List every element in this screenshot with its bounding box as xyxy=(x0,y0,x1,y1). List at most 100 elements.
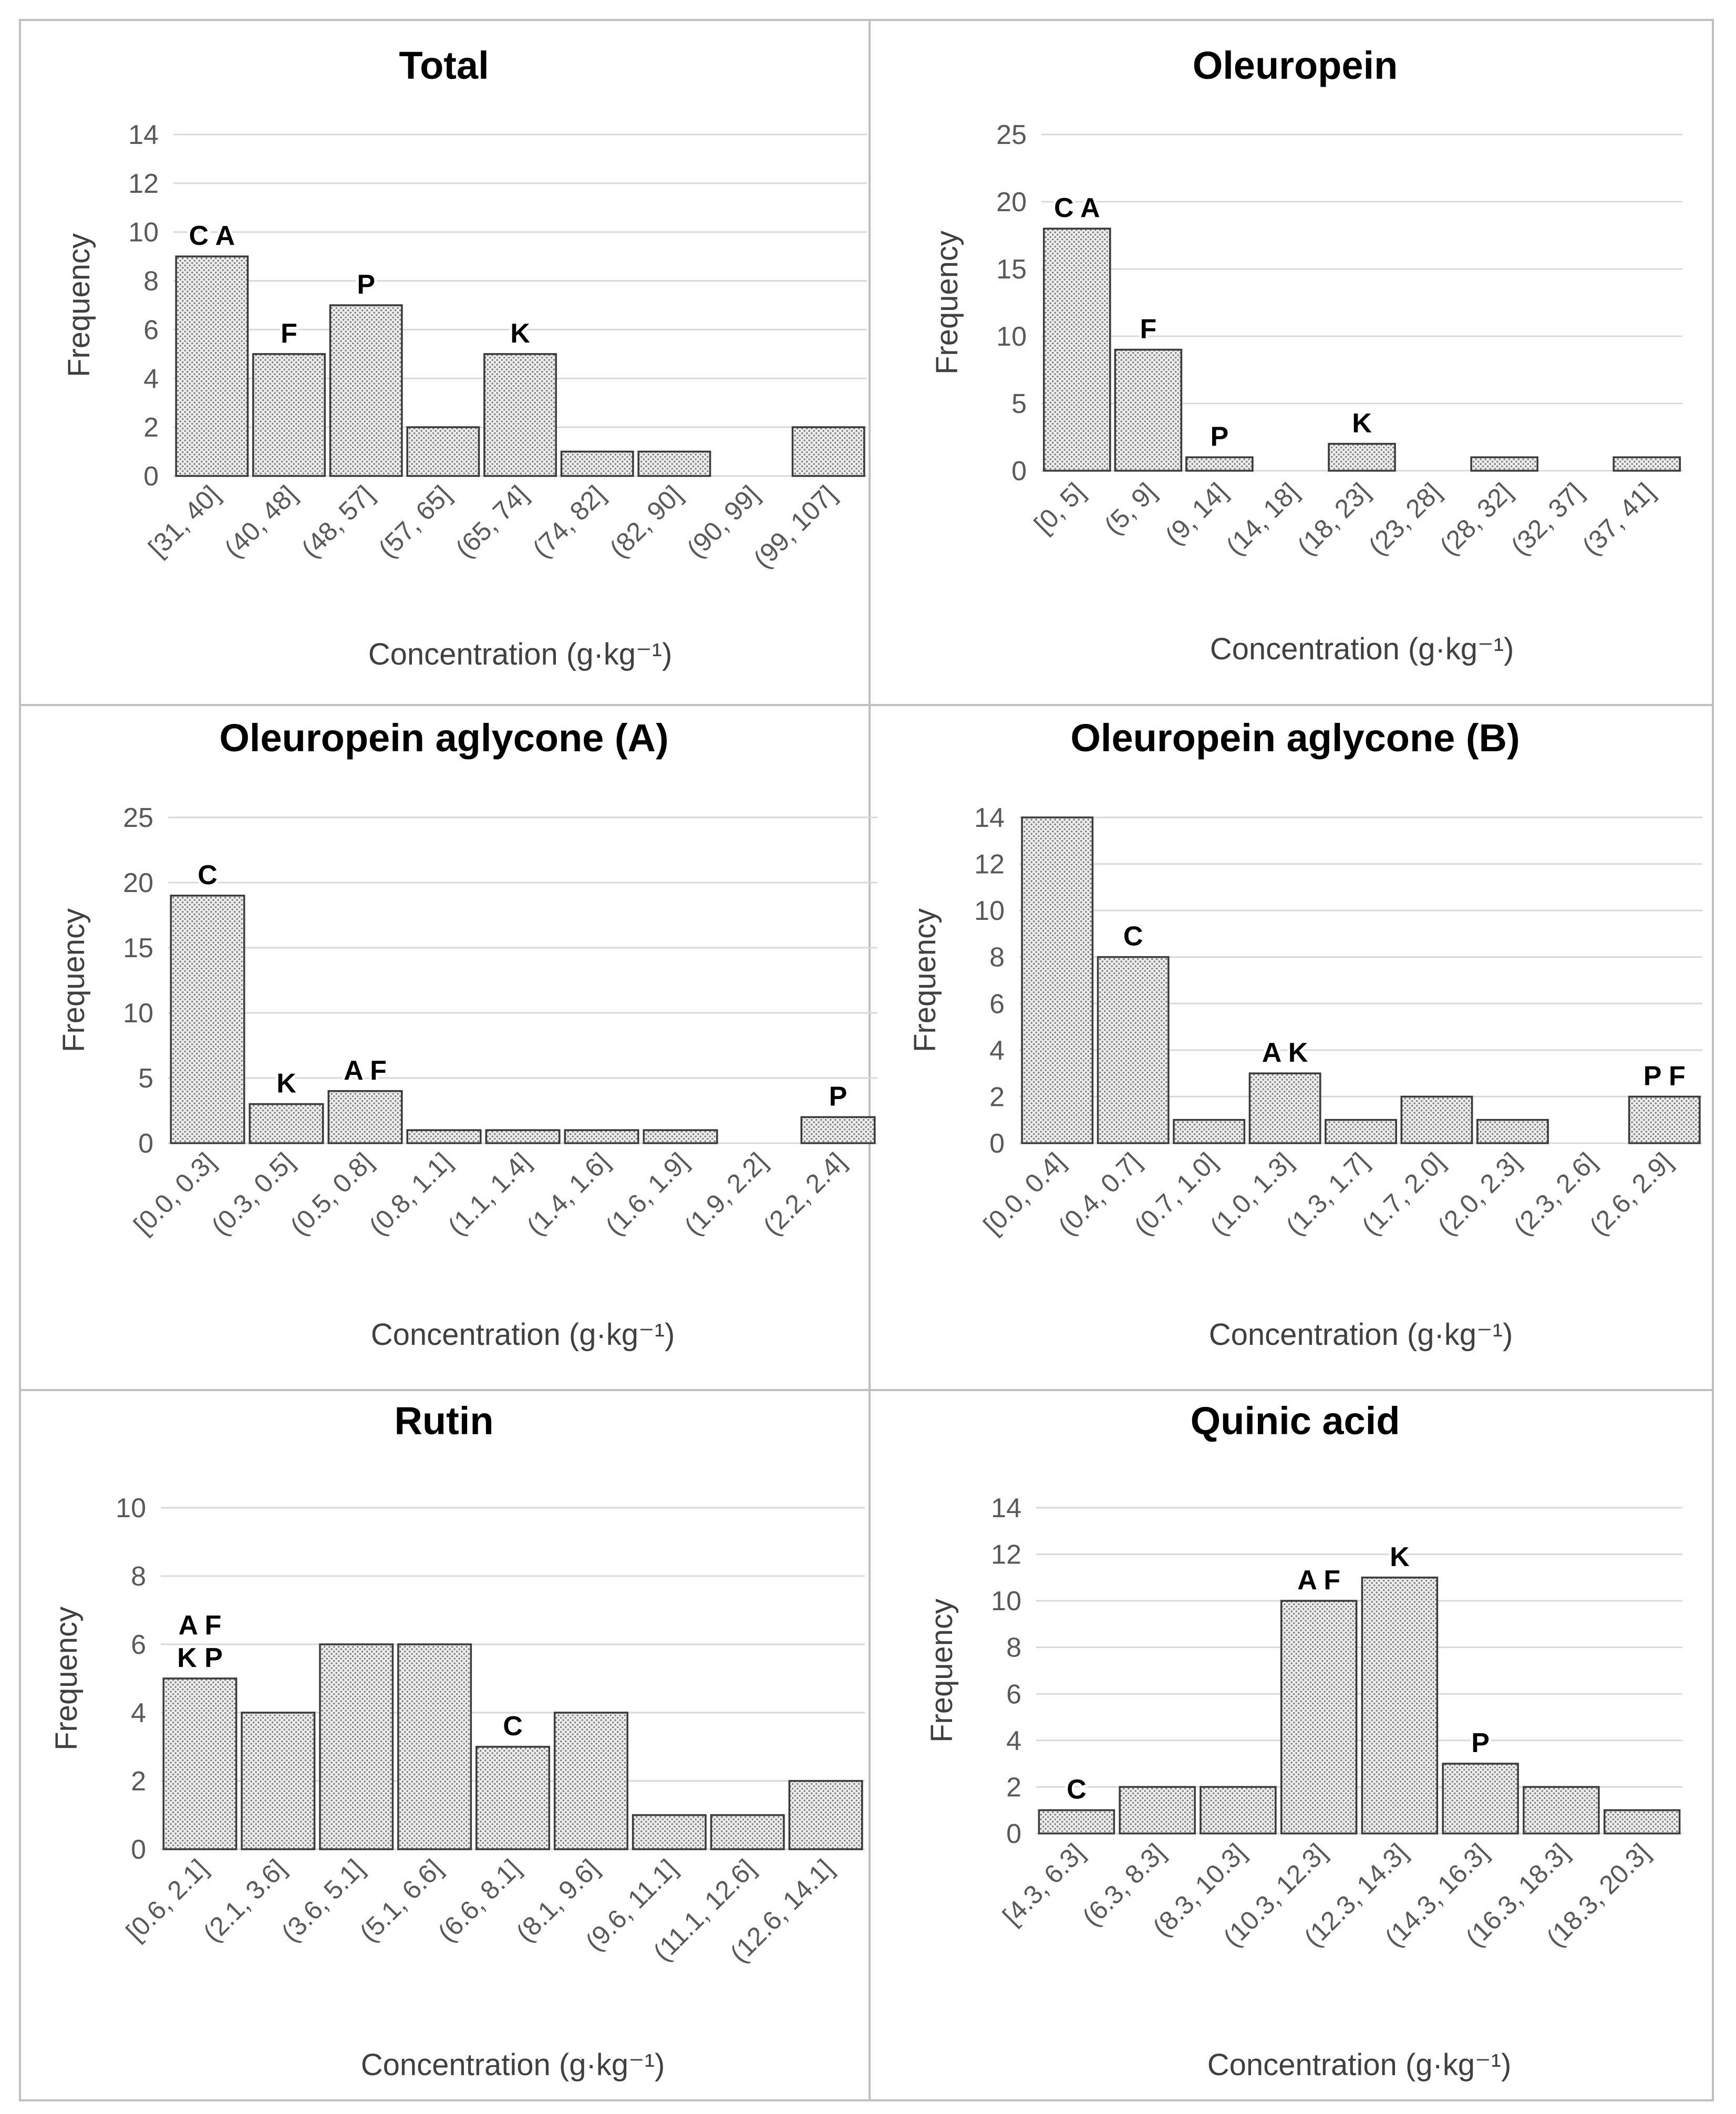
y-tick-label: 2 xyxy=(131,1766,146,1797)
x-tick-label: (48, 57] xyxy=(296,480,379,563)
chart-title: Oleuropein aglycone (A) xyxy=(219,716,668,760)
y-tick-label: 8 xyxy=(131,1561,146,1592)
bar xyxy=(1114,348,1183,472)
x-tick-label: (1.3, 1.7] xyxy=(1280,1147,1375,1241)
y-tick-label: 10 xyxy=(128,217,159,248)
chart-title: Oleuropein aglycone (B) xyxy=(1070,716,1520,760)
bar-data-label: C xyxy=(1123,921,1143,952)
y-tick-label: 0 xyxy=(143,461,159,492)
x-tick-label: [0, 5] xyxy=(1028,477,1090,539)
chart-title: Oleuropein xyxy=(1193,44,1398,87)
bar xyxy=(1248,1072,1321,1144)
y-tick-label: 10 xyxy=(974,896,1005,926)
y-tick-label: 14 xyxy=(128,120,159,150)
x-tick-label: (18, 23] xyxy=(1291,477,1375,561)
bar xyxy=(791,426,865,477)
bar xyxy=(1200,1786,1277,1835)
vertical-divider xyxy=(869,21,871,2099)
chart-title: Total xyxy=(399,44,489,87)
bar-data-label: C xyxy=(503,1711,523,1742)
bar xyxy=(1442,1763,1519,1835)
horizontal-divider-1 xyxy=(21,704,1712,706)
chart-oleuropein-aglycone-a: Oleuropein aglycone (A) 0 5 10 15 20 25 Frequen… xyxy=(57,716,877,1352)
chart-quinic-acid: Quinic acid 0 2 4 6 8 10 12 14 Frequency C [4.3, 6.… xyxy=(925,1399,1682,2082)
bar xyxy=(553,1712,628,1850)
x-tick-label: (37, 41] xyxy=(1577,477,1660,561)
bar-data-label: C xyxy=(198,860,218,890)
chart-rutin: Rutin 0 2 4 6 8 10 Frequency A FK P [0.6, 2.1](2.… xyxy=(49,1399,865,2082)
y-tick-label: 0 xyxy=(138,1128,153,1159)
y-tick-label: 20 xyxy=(123,868,153,898)
bar xyxy=(1470,456,1538,472)
x-tick-label: (2.6, 2.9] xyxy=(1584,1147,1678,1241)
x-axis-label: Concentration (g·kg⁻¹) xyxy=(1207,2048,1512,2082)
y-tick-label: 0 xyxy=(989,1128,1005,1159)
x-tick-label: (32, 37] xyxy=(1505,477,1589,561)
x-tick-label: (0.3, 0.5] xyxy=(206,1147,300,1241)
y-tick-label: 6 xyxy=(1006,1679,1021,1709)
bar xyxy=(170,895,245,1144)
bar xyxy=(1523,1786,1600,1835)
bar xyxy=(319,1643,394,1850)
y-tick-label: 8 xyxy=(143,266,159,297)
y-tick-label: 12 xyxy=(128,169,159,199)
y-tick-label: 25 xyxy=(123,803,153,833)
bar xyxy=(483,353,557,477)
bar-data-label: F xyxy=(1140,314,1156,345)
y-tick-label: 10 xyxy=(123,998,153,1029)
bar-data-label: K P xyxy=(177,1643,223,1673)
y-tick-label: 25 xyxy=(996,120,1027,150)
chart-total: Total 0 2 4 6 8 10 12 14 Frequency C A [31, 40] F (40… xyxy=(62,44,867,671)
y-tick-label: 12 xyxy=(991,1540,1021,1570)
y-tick-label: 2 xyxy=(1006,1772,1021,1802)
y-tick-label: 14 xyxy=(974,803,1005,833)
chart-title: Quinic acid xyxy=(1191,1399,1400,1443)
y-axis-label: Frequency xyxy=(62,233,96,377)
bar xyxy=(788,1780,863,1850)
x-tick-label: (0.8, 1.1] xyxy=(364,1147,458,1241)
x-axis-label: Concentration (g·kg⁻¹) xyxy=(1210,632,1514,666)
x-tick-label: (1.7, 2.0] xyxy=(1356,1147,1450,1241)
bar xyxy=(476,1746,550,1850)
y-tick-label: 6 xyxy=(143,315,159,345)
bar-data-label: P xyxy=(1471,1728,1490,1758)
y-tick-label: 8 xyxy=(989,942,1005,973)
bar-data-label: P xyxy=(357,270,375,300)
x-tick-label: (74, 82] xyxy=(527,480,611,563)
y-tick-label: 8 xyxy=(1006,1633,1021,1663)
y-axis-label: Frequency xyxy=(925,1599,959,1743)
bar xyxy=(175,255,249,477)
chart-title: Rutin xyxy=(394,1399,493,1443)
x-axis-label: Concentration (g·kg⁻¹) xyxy=(1209,1318,1513,1352)
bar xyxy=(1400,1095,1473,1144)
x-tick-label: (5.1, 6.6] xyxy=(354,1853,448,1947)
horizontal-divider-2 xyxy=(21,1389,1712,1391)
bar xyxy=(329,304,403,477)
x-tick-label: (57, 65] xyxy=(373,480,457,563)
x-tick-label: (1.1, 1.4] xyxy=(442,1147,536,1241)
x-tick-label: (6.6, 8.1] xyxy=(432,1853,526,1947)
y-tick-label: 0 xyxy=(131,1835,146,1865)
bar xyxy=(485,1129,561,1144)
y-axis-label: Frequency xyxy=(930,231,964,375)
y-tick-label: 2 xyxy=(989,1082,1005,1112)
bar xyxy=(1038,1809,1115,1835)
x-tick-label: [0.0, 0.4] xyxy=(978,1147,1071,1240)
x-tick-label: (0.5, 0.8] xyxy=(285,1147,379,1241)
bar xyxy=(1328,443,1396,472)
y-tick-label: 5 xyxy=(138,1063,153,1094)
x-tick-label: (1.0, 1.3] xyxy=(1204,1147,1298,1241)
bar-data-label: C xyxy=(1067,1775,1087,1805)
x-tick-label: (1.6, 1.9] xyxy=(600,1147,694,1241)
bar-data-label: K xyxy=(1390,1542,1410,1572)
x-tick-label: (82, 90] xyxy=(604,480,688,563)
x-tick-label: (2.3, 2.6] xyxy=(1508,1147,1602,1241)
bar xyxy=(249,1103,324,1144)
x-axis-label: Concentration (g·kg⁻¹) xyxy=(371,1318,675,1352)
bar-data-label: C A xyxy=(189,221,235,251)
y-tick-label: 10 xyxy=(991,1586,1021,1616)
bar xyxy=(1042,227,1111,472)
bar-data-label: A F xyxy=(179,1610,222,1641)
bar-data-label: K xyxy=(510,318,530,349)
x-tick-label: (1.4, 1.6] xyxy=(521,1147,615,1241)
